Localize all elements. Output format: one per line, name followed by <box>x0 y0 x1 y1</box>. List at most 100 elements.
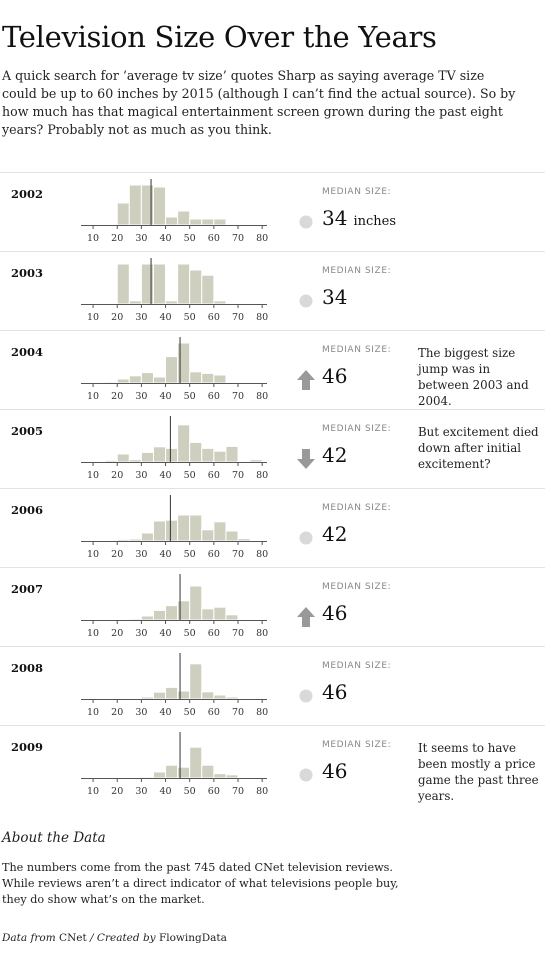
tick-label-30: 30 <box>135 470 147 478</box>
tick-label-40: 40 <box>159 470 171 478</box>
tick-label-30: 30 <box>135 628 147 636</box>
dot-shape <box>299 689 313 703</box>
bar-40 <box>165 216 179 226</box>
tick-label-40: 40 <box>159 786 171 794</box>
year-label: 2006 <box>11 503 44 517</box>
about-heading: About the Data <box>2 830 106 846</box>
median-size-value: 46 <box>322 364 347 388</box>
tick-label-70: 70 <box>232 233 244 241</box>
bar-50 <box>189 269 203 305</box>
tick-label-30: 30 <box>135 312 147 320</box>
median-number: 34 <box>322 285 348 309</box>
tick-label-10: 10 <box>87 549 99 557</box>
arrow-down-icon <box>297 449 315 469</box>
bar-35 <box>152 771 167 779</box>
bar-50 <box>189 218 203 226</box>
bar-60 <box>213 773 227 779</box>
dot-icon <box>299 294 313 308</box>
year-row-2008: 2008 10 20 30 40 50 60 70 80 MEDIAN SIZE: 46 <box>0 646 545 726</box>
median-size-value: 42 <box>322 522 347 546</box>
arrow-down-shape <box>297 449 315 469</box>
bar-60 <box>213 521 227 542</box>
tick-label-60: 60 <box>208 470 220 478</box>
tick-label-70: 70 <box>232 628 244 636</box>
arrow-up-shape <box>297 370 315 390</box>
tick-label-70: 70 <box>232 391 244 399</box>
bar-70 <box>237 618 251 621</box>
median-size-label: MEDIAN SIZE: <box>322 503 392 513</box>
page-title: Television Size Over the Years <box>2 20 437 54</box>
median-size-label: MEDIAN SIZE: <box>322 187 392 197</box>
bar-30 <box>140 184 154 226</box>
tick-label-40: 40 <box>159 312 171 320</box>
year-label: 2009 <box>11 740 44 754</box>
bar-70 <box>237 538 251 542</box>
bar-25 <box>128 459 142 463</box>
bar-30 <box>140 532 154 542</box>
tick-label-20: 20 <box>111 786 123 794</box>
tick-label-60: 60 <box>208 391 220 399</box>
tick-label-40: 40 <box>159 549 171 557</box>
tick-label-80: 80 <box>256 707 268 715</box>
bar-65 <box>225 530 239 542</box>
bar-70 <box>237 697 251 700</box>
credit-source: CNet <box>59 932 87 944</box>
bar-60 <box>213 694 227 700</box>
credit-separator: / <box>90 932 94 944</box>
dot-shape <box>299 531 313 545</box>
bar-50 <box>189 371 203 384</box>
median-number: 42 <box>322 522 348 546</box>
bar-15 <box>104 381 118 384</box>
year-label: 2003 <box>11 266 44 280</box>
bar-25 <box>128 697 142 700</box>
bar-45 <box>177 766 191 779</box>
bar-75 <box>249 618 263 621</box>
bar-65 <box>225 696 239 700</box>
bar-35 <box>152 520 167 542</box>
year-row-2002: 2002 10 20 30 40 50 60 70 80 MEDIAN SIZE: 34 inches <box>0 172 545 252</box>
histogram-2007: 10 20 30 40 50 60 70 80 <box>81 574 268 636</box>
tick-label-20: 20 <box>111 628 123 636</box>
median-size-value: 42 <box>322 443 347 467</box>
bar-65 <box>225 445 239 463</box>
bar-45 <box>177 263 191 305</box>
histogram-2009: 10 20 30 40 50 60 70 80 <box>81 732 268 794</box>
tick-label-10: 10 <box>87 628 99 636</box>
tick-label-50: 50 <box>184 549 196 557</box>
median-size-label: MEDIAN SIZE: <box>322 740 392 750</box>
bar-45 <box>177 690 191 700</box>
bar-40 <box>165 764 179 779</box>
bar-35 <box>152 263 167 305</box>
bar-20 <box>116 202 130 226</box>
bar-65 <box>225 774 239 779</box>
tick-label-80: 80 <box>256 470 268 478</box>
tick-label-40: 40 <box>159 628 171 636</box>
bar-60 <box>213 374 227 384</box>
tick-label-70: 70 <box>232 786 244 794</box>
year-row-2009: 2009 10 20 30 40 50 60 70 80 MEDIAN SIZE: 46 It see… <box>0 725 545 805</box>
annotation-note: The biggest size jump was in between 200… <box>418 346 529 408</box>
dot-shape <box>299 294 313 308</box>
tick-label-80: 80 <box>256 391 268 399</box>
median-unit: inches <box>353 214 397 229</box>
credit-data-label: Data from <box>2 932 56 944</box>
bar-55 <box>201 608 215 621</box>
histogram-2006: 10 20 30 40 50 60 70 80 <box>81 495 268 557</box>
median-number: 46 <box>322 759 348 783</box>
bar-65 <box>225 614 239 621</box>
tick-label-60: 60 <box>208 628 220 636</box>
tick-label-20: 20 <box>111 549 123 557</box>
annotation-note: But excitement died down after initial e… <box>418 425 539 471</box>
arrow-up-icon <box>297 370 315 390</box>
bar-55 <box>201 218 215 226</box>
tick-label-50: 50 <box>184 233 196 241</box>
bar-20 <box>116 453 130 463</box>
tick-label-80: 80 <box>256 549 268 557</box>
credit-created-label: Created by <box>96 932 156 944</box>
tick-label-60: 60 <box>208 549 220 557</box>
tick-label-50: 50 <box>184 786 196 794</box>
tick-label-30: 30 <box>135 786 147 794</box>
bar-40 <box>165 300 179 305</box>
tick-label-80: 80 <box>256 233 268 241</box>
tick-label-20: 20 <box>111 391 123 399</box>
